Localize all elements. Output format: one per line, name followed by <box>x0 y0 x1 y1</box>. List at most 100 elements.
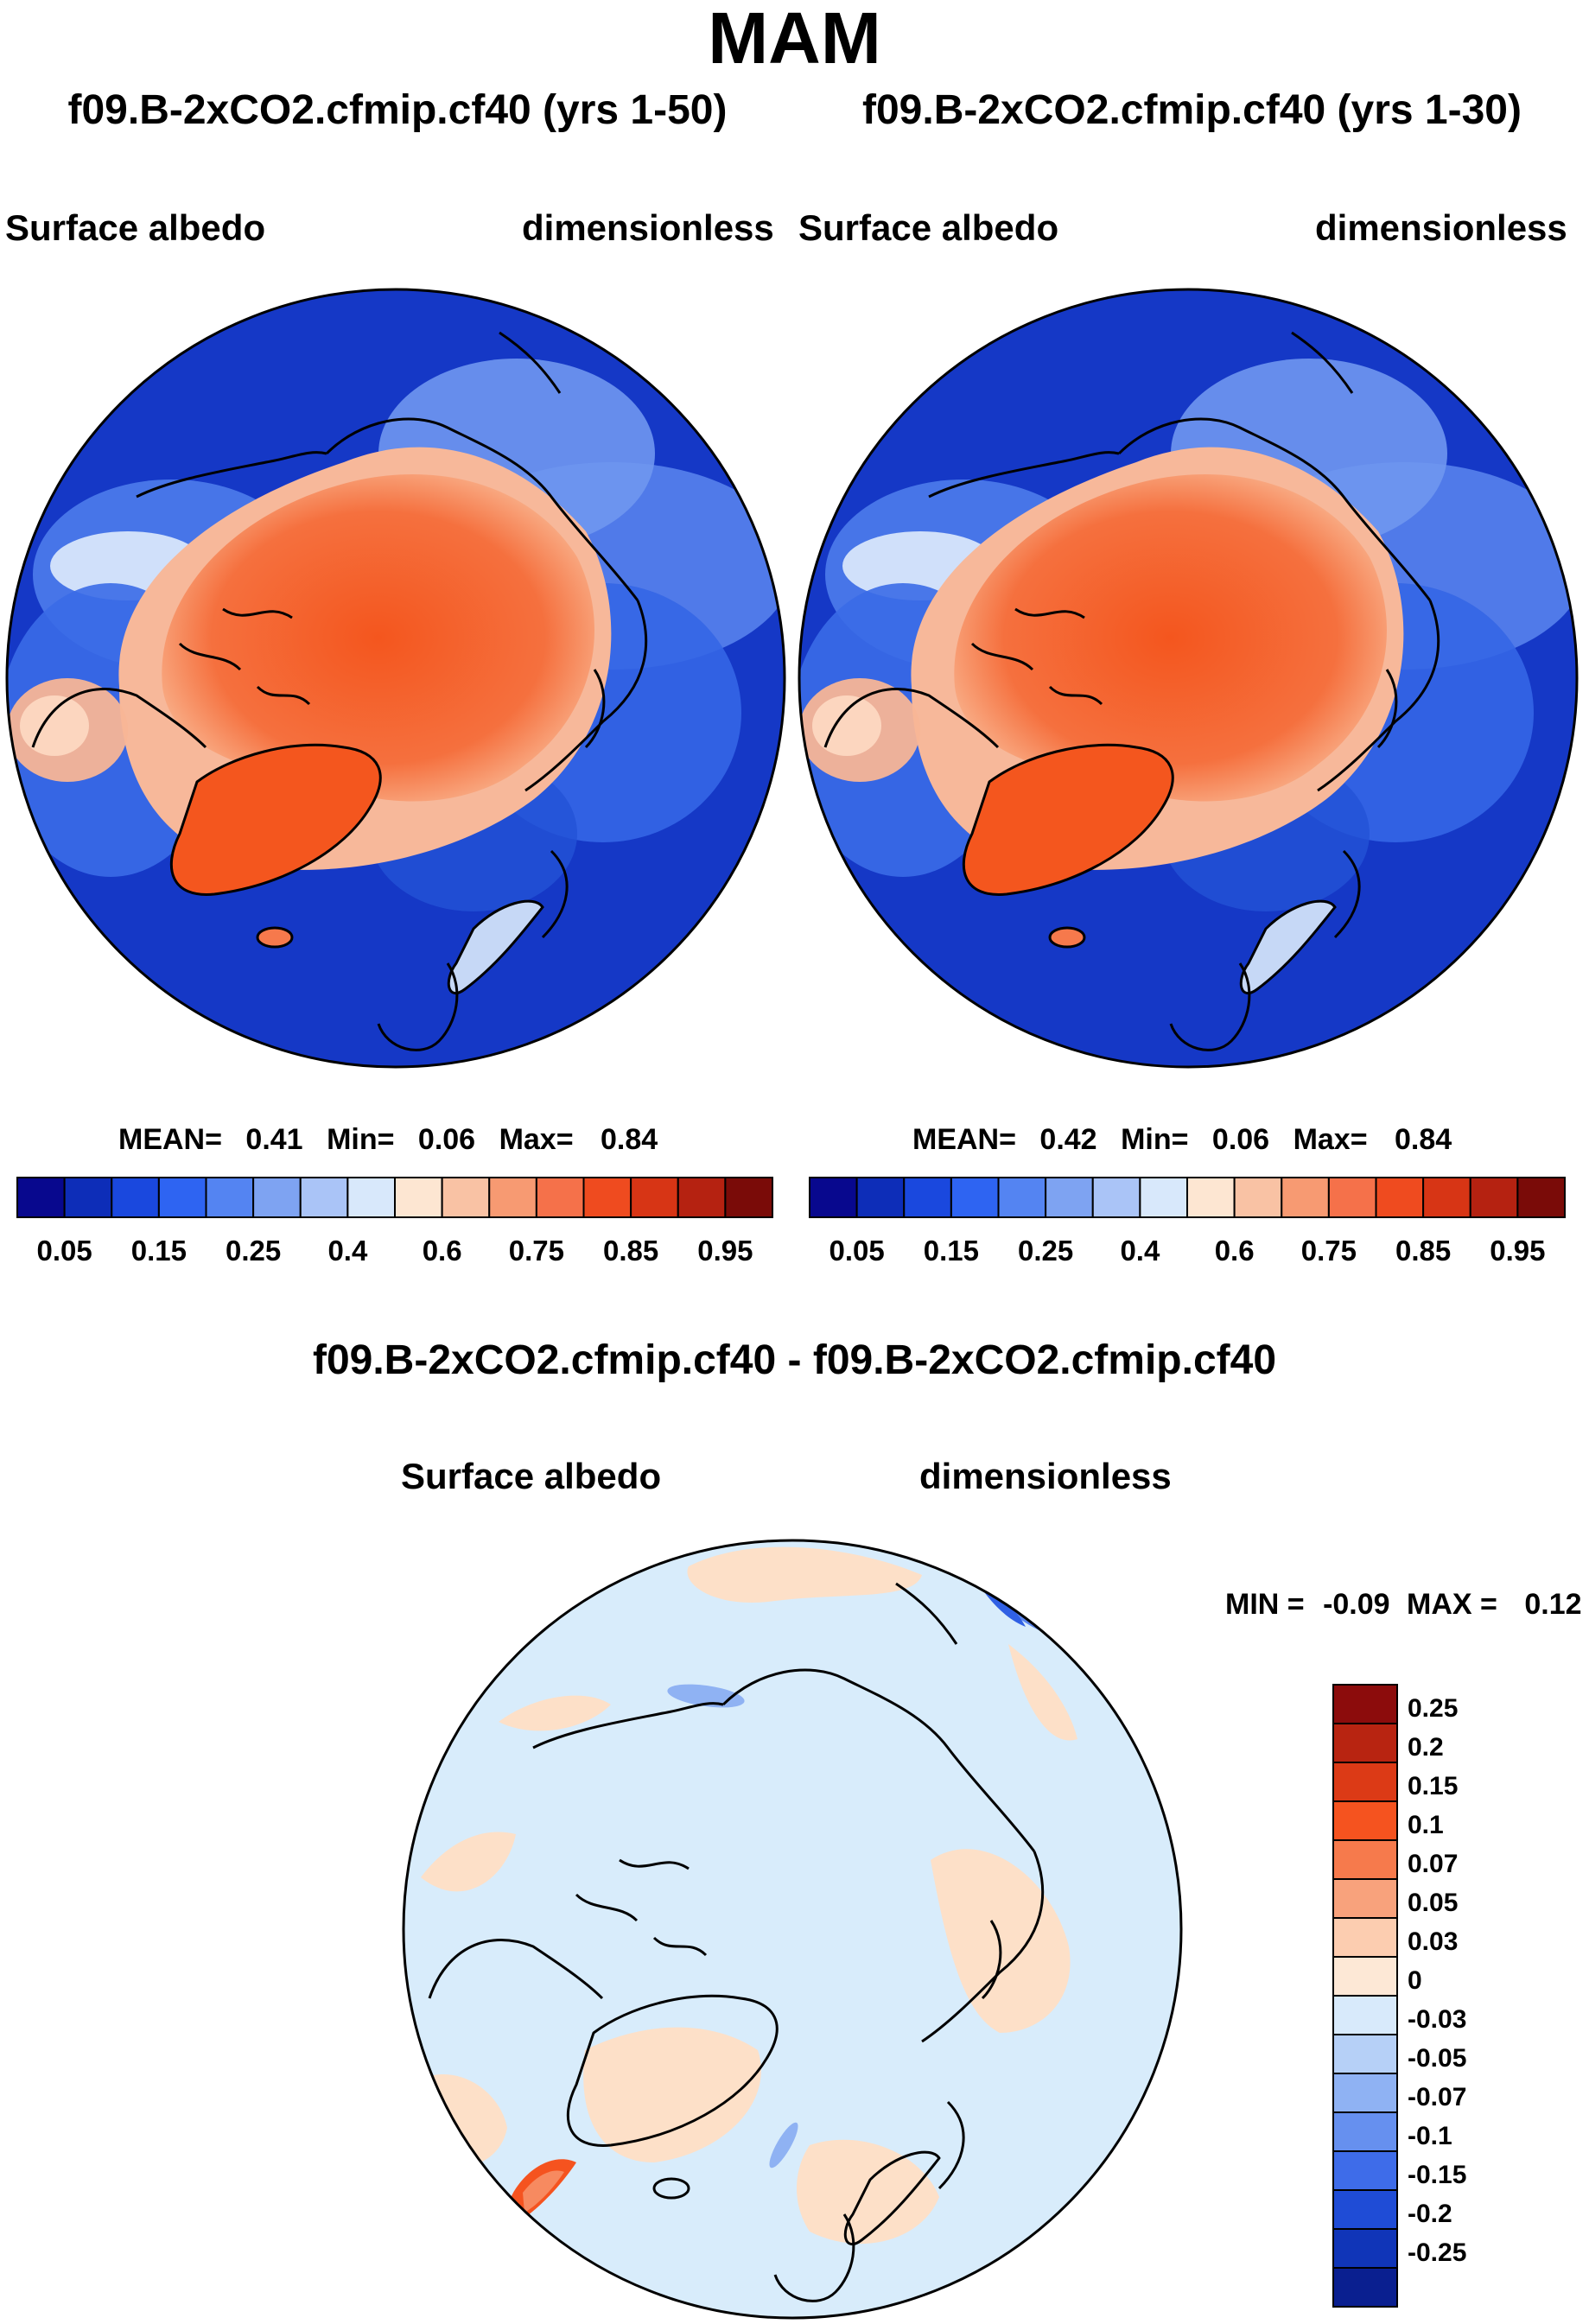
diff-colorbar-swatch <box>1332 2228 1398 2269</box>
left-colorbar-swatch <box>677 1177 727 1218</box>
diff-max-label: MAX = <box>1407 1588 1497 1621</box>
right-panel-variable: Surface albedo <box>798 207 1059 248</box>
left-colorbar-tick-label: 0.05 <box>37 1235 92 1267</box>
right-map-border <box>798 288 1579 1069</box>
left-min-label: Min= <box>327 1123 395 1156</box>
diff-colorbar-swatch <box>1332 2111 1398 2152</box>
diff-colorbar-swatch <box>1332 2073 1398 2113</box>
right-colorbar-tick-label: 0.85 <box>1395 1235 1451 1267</box>
diff-colorbar-swatch <box>1332 1684 1398 1724</box>
diff-colorbar-tick-label: -0.25 <box>1408 2238 1466 2267</box>
left-colorbar-tick-label: 0.4 <box>327 1235 368 1267</box>
left-colorbar-swatch <box>394 1177 443 1218</box>
diff-colorbar-tick-label: 0 <box>1408 1966 1422 1995</box>
left-map-border <box>5 288 786 1069</box>
right-colorbar-swatch <box>1045 1177 1094 1218</box>
left-colorbar-swatch <box>346 1177 396 1218</box>
left-min-value: 0.06 <box>417 1123 476 1156</box>
diff-colorbar: 0.25 0.2 0.15 0.1 0.07 0.05 0.03 0 -0.03 -0.05 -0.… <box>1332 1684 1466 2308</box>
left-panel-units: dimensionless <box>522 207 774 248</box>
right-max-value: 0.84 <box>1395 1123 1452 1156</box>
right-colorbar-swatch <box>1375 1177 1425 1218</box>
diff-colorbar-swatch <box>1332 2189 1398 2230</box>
left-colorbar-swatch <box>111 1177 160 1218</box>
diff-colorbar-swatch <box>1332 2150 1398 2191</box>
diff-colorbar-swatch <box>1332 1839 1398 1880</box>
left-colorbar-swatch <box>205 1177 255 1218</box>
diff-colorbar-tick-label: -0.07 <box>1408 2083 1466 2111</box>
diff-colorbar-tick-label: -0.15 <box>1408 2161 1466 2189</box>
left-colorbar-swatch <box>16 1177 66 1218</box>
left-panel-variable: Surface albedo <box>5 207 266 248</box>
diff-colorbar-tick-label: -0.1 <box>1408 2122 1452 2150</box>
diff-panel-units: dimensionless <box>919 1456 1172 1496</box>
right-colorbar: 0.05 0.15 0.25 0.4 0.6 0.75 0.85 0.95 <box>809 1177 1566 1267</box>
right-colorbar-swatch <box>1281 1177 1330 1218</box>
diff-map-border <box>402 1539 1183 2320</box>
diff-colorbar-tick-label: 0.2 <box>1408 1733 1444 1762</box>
diff-colorbar-tick-label: 0.07 <box>1408 1850 1458 1878</box>
diff-colorbar-swatch <box>1332 1800 1398 1841</box>
left-colorbar-swatch <box>488 1177 537 1218</box>
diff-stats: MIN = -0.09 MAX = 0.12 <box>1225 1588 1582 1622</box>
left-colorbar-tick-label: 0.95 <box>697 1235 753 1267</box>
left-max-label: Max= <box>499 1123 574 1156</box>
left-colorbar-tick-label: 0.25 <box>226 1235 281 1267</box>
left-colorbar-tick-label: 0.6 <box>423 1235 462 1267</box>
diff-colorbar-swatch <box>1332 1723 1398 1763</box>
left-colorbar-swatch <box>724 1177 773 1218</box>
right-panel-units: dimensionless <box>1315 207 1567 248</box>
right-colorbar-swatch <box>1516 1177 1566 1218</box>
right-colorbar-swatch <box>1469 1177 1519 1218</box>
right-colorbar-swatch <box>1327 1177 1377 1218</box>
diff-max-value: 0.12 <box>1524 1588 1582 1621</box>
right-colorbar-tick-label: 0.4 <box>1120 1235 1160 1267</box>
diff-colorbar-tick-label: 0.05 <box>1408 1889 1458 1917</box>
right-colorbar-tick-label: 0.15 <box>924 1235 979 1267</box>
right-colorbar-swatch <box>1422 1177 1471 1218</box>
left-colorbar-tick-label: 0.75 <box>509 1235 564 1267</box>
right-min-value: 0.06 <box>1211 1123 1270 1156</box>
left-mean-label: MEAN= <box>118 1123 222 1156</box>
diff-colorbar-swatch <box>1332 1878 1398 1919</box>
diff-colorbar-tick-label: -0.05 <box>1408 2044 1466 2073</box>
right-colorbar-swatch <box>1233 1177 1283 1218</box>
diff-panel-title: f09.B-2xCO2.cfmip.cf40 - f09.B-2xCO2.cfm… <box>312 1337 1277 1383</box>
right-colorbar-tick-label: 0.6 <box>1215 1235 1255 1267</box>
left-colorbar-swatch <box>299 1177 349 1218</box>
diff-colorbar-swatch <box>1332 1917 1398 1958</box>
left-panel-title: f09.B-2xCO2.cfmip.cf40 (yrs 1-50) <box>67 87 728 133</box>
diff-colorbar-tick-label: 0.1 <box>1408 1811 1444 1839</box>
diff-panel-variable: Surface albedo <box>401 1456 662 1496</box>
main-title: MAM <box>708 0 881 79</box>
diff-colorbar-swatch <box>1332 1995 1398 2035</box>
right-colorbar-swatch <box>1091 1177 1141 1218</box>
diff-colorbar-tick-label: 0.25 <box>1408 1694 1458 1723</box>
left-colorbar-swatch <box>582 1177 632 1218</box>
right-colorbar-tick-label: 0.25 <box>1018 1235 1073 1267</box>
left-stats: MEAN= 0.41 Min= 0.06 Max= 0.84 <box>118 1123 658 1157</box>
left-colorbar-tick-label: 0.85 <box>603 1235 658 1267</box>
right-mean-label: MEAN= <box>912 1123 1016 1156</box>
left-max-value: 0.84 <box>601 1123 658 1156</box>
left-colorbar-swatch <box>630 1177 679 1218</box>
right-colorbar-tick-label: 0.75 <box>1301 1235 1357 1267</box>
diff-colorbar-tick-label: 0.15 <box>1408 1772 1458 1800</box>
right-colorbar-swatch <box>903 1177 952 1218</box>
diff-colorbar-tick-label: -0.03 <box>1408 2005 1466 2034</box>
right-colorbar-swatch <box>950 1177 1000 1218</box>
right-min-label: Min= <box>1121 1123 1189 1156</box>
right-mean-value: 0.42 <box>1039 1123 1097 1156</box>
diff-colorbar-tick-label: -0.2 <box>1408 2200 1452 2228</box>
right-max-label: Max= <box>1293 1123 1368 1156</box>
left-colorbar-swatch <box>157 1177 207 1218</box>
left-colorbar-swatch <box>252 1177 302 1218</box>
diff-map <box>404 1540 1181 2318</box>
left-colorbar-tick-label: 0.15 <box>131 1235 187 1267</box>
diff-colorbar-swatch <box>1332 1762 1398 1802</box>
right-colorbar-swatch <box>855 1177 906 1218</box>
left-mean-value: 0.41 <box>245 1123 303 1156</box>
right-panel-title: f09.B-2xCO2.cfmip.cf40 (yrs 1-30) <box>862 87 1522 133</box>
right-colorbar-swatch <box>1139 1177 1188 1218</box>
